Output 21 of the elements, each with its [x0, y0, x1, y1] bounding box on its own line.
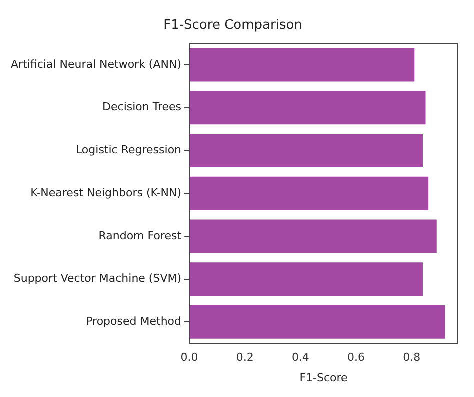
x-tick-label: 0.0	[180, 351, 198, 364]
bar	[190, 176, 429, 210]
x-tick-label: 0.8	[403, 351, 421, 364]
y-tick-label: K-Nearest Neighbors (K-NN)	[30, 186, 182, 200]
y-tick-label: Artificial Neural Network (ANN)	[10, 58, 182, 71]
x-tick-label: 0.6	[348, 351, 366, 364]
y-tick-label: Random Forest	[98, 229, 182, 242]
bar	[190, 48, 415, 82]
y-tick-label: Support Vector Machine (SVM)	[14, 272, 182, 286]
bar	[190, 134, 423, 168]
bar	[190, 262, 423, 296]
x-tick-label: 0.2	[236, 351, 254, 364]
x-tick-label: 0.4	[292, 351, 310, 364]
y-tick-label: Proposed Method	[86, 315, 182, 328]
bar	[190, 305, 446, 339]
x-axis-title: F1-Score	[300, 371, 348, 384]
y-tick-label: Decision Trees	[102, 100, 182, 114]
y-tick-label: Logistic Regression	[76, 144, 182, 157]
bar	[190, 91, 426, 125]
chart-title: F1-Score Comparison	[164, 18, 302, 34]
bar	[190, 220, 437, 254]
